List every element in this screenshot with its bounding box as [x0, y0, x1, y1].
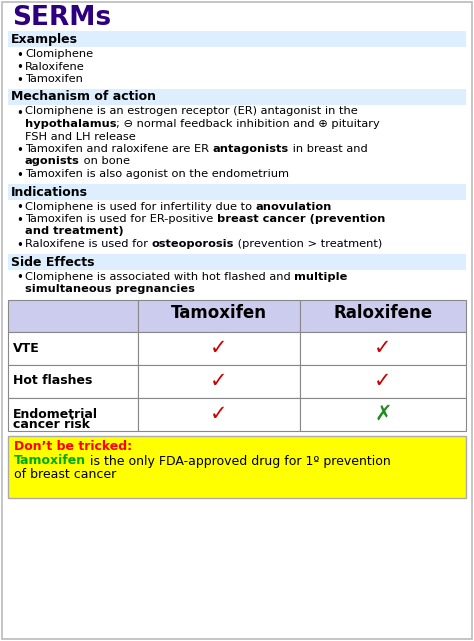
Text: Examples: Examples — [11, 33, 78, 46]
Text: ✓: ✓ — [210, 371, 228, 391]
FancyBboxPatch shape — [8, 88, 466, 104]
Text: ✓: ✓ — [210, 338, 228, 358]
Text: •: • — [16, 49, 23, 62]
Text: Endometrial: Endometrial — [13, 408, 98, 421]
Text: •: • — [16, 201, 23, 215]
Text: •: • — [16, 144, 23, 157]
Text: Tamoxifen: Tamoxifen — [14, 454, 86, 467]
Text: •: • — [16, 169, 23, 182]
Text: is the only FDA-approved drug for 1º prevention: is the only FDA-approved drug for 1º pre… — [86, 454, 391, 467]
Text: VTE: VTE — [13, 342, 40, 354]
Text: Tamoxifen is also agonist on the endometrium: Tamoxifen is also agonist on the endomet… — [25, 169, 289, 179]
FancyBboxPatch shape — [8, 435, 466, 497]
Text: hypothalamus: hypothalamus — [25, 119, 117, 129]
FancyBboxPatch shape — [300, 365, 466, 397]
Text: Side Effects: Side Effects — [11, 256, 94, 269]
Text: ✓: ✓ — [374, 338, 392, 358]
Text: multiple: multiple — [294, 272, 348, 281]
FancyBboxPatch shape — [300, 331, 466, 365]
Text: anovulation: anovulation — [256, 201, 332, 212]
FancyBboxPatch shape — [8, 331, 138, 365]
FancyBboxPatch shape — [8, 183, 466, 199]
Text: of breast cancer: of breast cancer — [14, 469, 116, 481]
FancyBboxPatch shape — [300, 397, 466, 431]
Text: Clomiphene: Clomiphene — [25, 49, 93, 59]
Text: Raloxifene is used for: Raloxifene is used for — [25, 239, 152, 249]
Text: Raloxifene: Raloxifene — [25, 62, 85, 72]
Text: ✓: ✓ — [374, 371, 392, 391]
Text: Indications: Indications — [11, 185, 88, 199]
FancyBboxPatch shape — [138, 397, 300, 431]
Text: Clomiphene is associated with hot flashed and: Clomiphene is associated with hot flashe… — [25, 272, 294, 281]
Text: on bone: on bone — [80, 156, 130, 167]
Text: simultaneous pregnancies: simultaneous pregnancies — [25, 284, 195, 294]
Text: •: • — [16, 239, 23, 252]
Text: Mechanism of action: Mechanism of action — [11, 90, 156, 103]
Text: and treatment): and treatment) — [25, 226, 124, 237]
Text: antagonists: antagonists — [213, 144, 289, 154]
Text: SERMs: SERMs — [12, 5, 111, 31]
Text: FSH and LH release: FSH and LH release — [25, 131, 136, 142]
FancyBboxPatch shape — [138, 299, 300, 331]
Text: in breast and: in breast and — [289, 144, 367, 154]
Text: Clomiphene is used for infertility due to: Clomiphene is used for infertility due t… — [25, 201, 256, 212]
Text: breast cancer (prevention: breast cancer (prevention — [217, 214, 385, 224]
Text: Don’t be tricked:: Don’t be tricked: — [14, 440, 132, 453]
Text: Tamoxifen: Tamoxifen — [25, 74, 83, 84]
Text: Raloxifene: Raloxifene — [333, 303, 433, 322]
Text: Tamoxifen and raloxifene are ER: Tamoxifen and raloxifene are ER — [25, 144, 213, 154]
Text: ✗: ✗ — [374, 404, 392, 424]
FancyBboxPatch shape — [8, 253, 466, 269]
Text: ✓: ✓ — [210, 404, 228, 424]
Text: ; ⊖ normal feedback inhibition and ⊕ pituitary: ; ⊖ normal feedback inhibition and ⊕ pit… — [117, 119, 380, 129]
Text: •: • — [16, 106, 23, 119]
FancyBboxPatch shape — [8, 31, 466, 47]
Text: (prevention > treatment): (prevention > treatment) — [234, 239, 382, 249]
Text: Clomiphene is an estrogen receptor (ER) antagonist in the: Clomiphene is an estrogen receptor (ER) … — [25, 106, 358, 117]
FancyBboxPatch shape — [138, 365, 300, 397]
Text: Hot flashes: Hot flashes — [13, 374, 92, 388]
Text: agonists: agonists — [25, 156, 80, 167]
Text: Tamoxifen is used for ER-positive: Tamoxifen is used for ER-positive — [25, 214, 217, 224]
Text: cancer risk: cancer risk — [13, 418, 90, 431]
Text: Tamoxifen: Tamoxifen — [171, 303, 267, 322]
Text: •: • — [16, 214, 23, 227]
Text: •: • — [16, 74, 23, 87]
FancyBboxPatch shape — [8, 299, 138, 331]
FancyBboxPatch shape — [300, 299, 466, 331]
Text: •: • — [16, 62, 23, 74]
FancyBboxPatch shape — [8, 397, 138, 431]
FancyBboxPatch shape — [138, 331, 300, 365]
Text: •: • — [16, 272, 23, 285]
FancyBboxPatch shape — [8, 365, 138, 397]
Text: osteoporosis: osteoporosis — [152, 239, 234, 249]
